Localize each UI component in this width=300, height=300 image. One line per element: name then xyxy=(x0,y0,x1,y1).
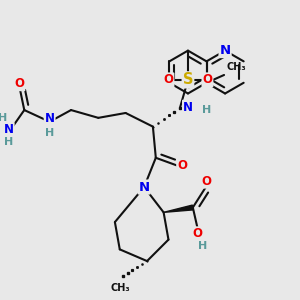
Text: O: O xyxy=(164,74,173,86)
Text: CH₃: CH₃ xyxy=(226,62,246,72)
Text: H: H xyxy=(45,128,54,138)
Text: H: H xyxy=(4,137,13,147)
Text: N: N xyxy=(45,112,55,125)
Text: CH₃: CH₃ xyxy=(111,284,130,293)
Text: N: N xyxy=(4,123,14,136)
Text: O: O xyxy=(177,159,187,172)
Text: N: N xyxy=(183,100,193,114)
Polygon shape xyxy=(164,205,193,212)
Text: H: H xyxy=(202,105,211,115)
Text: N: N xyxy=(139,181,150,194)
Text: O: O xyxy=(202,74,212,86)
Text: H: H xyxy=(198,242,207,251)
Text: S: S xyxy=(183,72,193,87)
Text: H: H xyxy=(0,113,8,123)
Text: O: O xyxy=(193,227,203,240)
Text: O: O xyxy=(202,175,212,188)
Text: O: O xyxy=(14,77,24,90)
Text: N: N xyxy=(220,44,231,57)
